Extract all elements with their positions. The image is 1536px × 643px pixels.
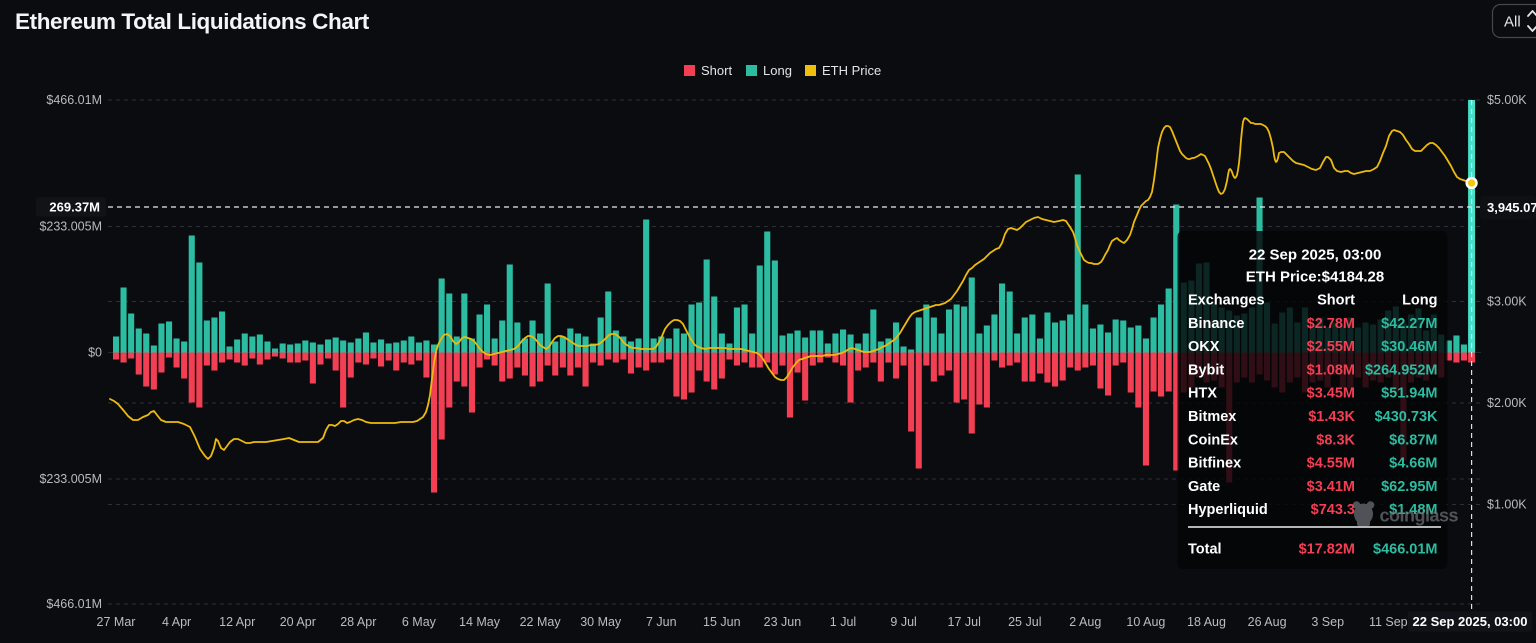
svg-text:$62.95M: $62.95M [1381,479,1437,495]
svg-text:30 May: 30 May [580,615,622,629]
svg-text:Short: Short [701,63,732,78]
svg-text:CoinEx: CoinEx [1188,432,1238,448]
svg-text:14 May: 14 May [459,615,501,629]
svg-text:4 Apr: 4 Apr [162,615,191,629]
svg-text:ETH Price: ETH Price [822,63,881,78]
svg-text:6 May: 6 May [402,615,437,629]
svg-text:Bitmex: Bitmex [1188,409,1236,425]
svg-text:1 Jul: 1 Jul [830,615,856,629]
svg-text:$3.41M: $3.41M [1307,479,1355,495]
svg-text:3 Sep: 3 Sep [1311,615,1344,629]
svg-text:9 Jul: 9 Jul [890,615,916,629]
svg-text:$5.00K: $5.00K [1487,93,1527,107]
svg-text:11 Sep: 11 Sep [1369,615,1408,629]
svg-text:$2.78M: $2.78M [1307,316,1355,332]
svg-text:$1.43K: $1.43K [1308,409,1355,425]
svg-text:Bybit: Bybit [1188,362,1224,378]
svg-text:$1.00K: $1.00K [1487,498,1527,512]
svg-text:$1.08M: $1.08M [1307,362,1355,378]
svg-text:$17.82M: $17.82M [1299,542,1355,558]
svg-text:HTX: HTX [1188,386,1217,402]
svg-text:269.37M: 269.37M [49,200,100,215]
svg-text:$2.00K: $2.00K [1487,396,1527,410]
svg-text:Long: Long [1402,293,1437,309]
svg-text:$466.01M: $466.01M [46,93,102,107]
svg-text:$743.3: $743.3 [1311,502,1355,518]
svg-text:$430.73K: $430.73K [1375,409,1438,425]
svg-text:$51.94M: $51.94M [1381,386,1437,402]
svg-text:OKX: OKX [1188,339,1220,355]
svg-text:Hyperliquid: Hyperliquid [1188,502,1268,518]
svg-text:All: All [1504,14,1521,31]
svg-text:$4.66M: $4.66M [1389,456,1437,472]
svg-text:$8.3K: $8.3K [1316,432,1355,448]
svg-text:22 May: 22 May [520,615,562,629]
svg-text:2 Aug: 2 Aug [1069,615,1101,629]
svg-text:$3.45M: $3.45M [1307,386,1355,402]
svg-text:coinglass: coinglass [1380,506,1459,526]
svg-text:3,945.07: 3,945.07 [1487,200,1536,215]
svg-text:$6.87M: $6.87M [1389,432,1437,448]
svg-text:28 Apr: 28 Apr [340,615,376,629]
svg-text:$0: $0 [88,346,102,360]
svg-text:$466.01M: $466.01M [1373,542,1438,558]
svg-text:12 Apr: 12 Apr [219,615,255,629]
svg-text:7 Jun: 7 Jun [646,615,677,629]
svg-text:$4.55M: $4.55M [1307,456,1355,472]
svg-text:$2.55M: $2.55M [1307,339,1355,355]
svg-text:27 Mar: 27 Mar [97,615,136,629]
svg-text:Bitfinex: Bitfinex [1188,456,1241,472]
svg-text:18 Aug: 18 Aug [1187,615,1226,629]
svg-text:22 Sep 2025, 03:00: 22 Sep 2025, 03:00 [1413,614,1528,629]
svg-text:$233.005M: $233.005M [39,220,102,234]
svg-text:$1.48M: $1.48M [1389,502,1437,518]
svg-text:$30.46M: $30.46M [1381,339,1437,355]
svg-text:25 Jul: 25 Jul [1008,615,1041,629]
svg-text:ETH Price:$4184.28: ETH Price:$4184.28 [1246,269,1384,286]
svg-text:$264.952M: $264.952M [1365,362,1438,378]
svg-text:20 Apr: 20 Apr [280,615,316,629]
svg-text:$466.01M: $466.01M [46,597,102,611]
svg-text:15 Jun: 15 Jun [703,615,741,629]
svg-text:Long: Long [763,63,792,78]
svg-text:Ethereum Total Liquidations Ch: Ethereum Total Liquidations Chart [15,9,370,34]
svg-text:Exchanges: Exchanges [1188,293,1265,309]
svg-text:Short: Short [1317,293,1355,309]
svg-text:$3.00K: $3.00K [1487,295,1527,309]
svg-text:Total: Total [1188,542,1222,558]
svg-text:10 Aug: 10 Aug [1126,615,1165,629]
svg-text:$42.27M: $42.27M [1381,316,1437,332]
svg-text:$233.005M: $233.005M [39,472,102,486]
svg-text:Binance: Binance [1188,316,1244,332]
svg-text:23 Jun: 23 Jun [764,615,802,629]
svg-text:17 Jul: 17 Jul [948,615,981,629]
svg-text:22 Sep 2025, 03:00: 22 Sep 2025, 03:00 [1249,247,1382,264]
svg-text:Gate: Gate [1188,479,1220,495]
svg-text:26 Aug: 26 Aug [1248,615,1287,629]
